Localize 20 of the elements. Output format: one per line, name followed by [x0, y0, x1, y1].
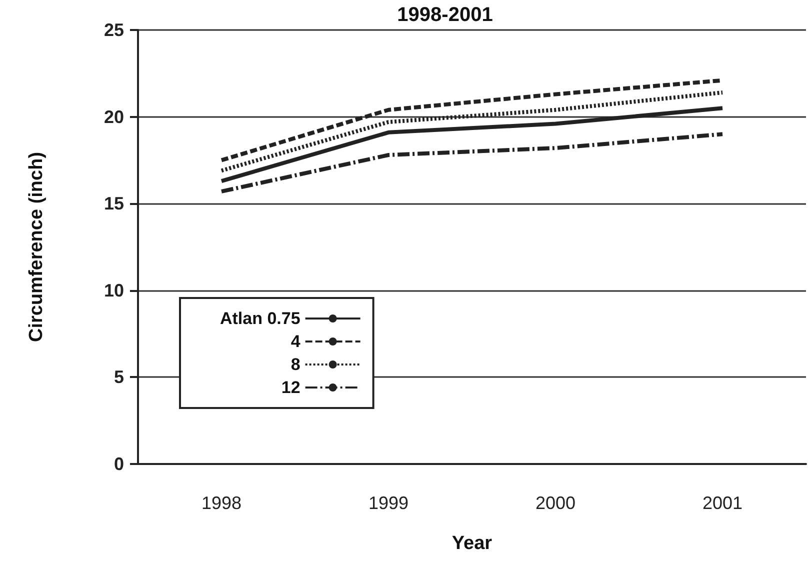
line-series — [220, 132, 724, 194]
chart-title: 1998-2001 — [397, 4, 493, 26]
line-series — [220, 106, 724, 184]
legend-label: 8 — [290, 355, 300, 374]
y-tick-label: 20 — [104, 106, 124, 127]
legend-label: Atlan 0.75 — [220, 309, 300, 328]
x-tick-label: 2000 — [535, 493, 576, 513]
legend-label: 4 — [290, 332, 301, 351]
y-tick-label: 0 — [114, 454, 124, 474]
legend-label: 12 — [281, 378, 300, 397]
y-tick-label: 25 — [104, 20, 124, 40]
y-tick-label: 5 — [114, 367, 124, 388]
x-tick-label: 1999 — [368, 493, 409, 513]
y-axis-title: Circumference (inch) — [26, 152, 47, 342]
y-tick-label: 10 — [104, 280, 124, 300]
x-axis-title: Year — [452, 533, 493, 554]
x-tick-label: 2001 — [702, 493, 743, 513]
y-tick-label: 15 — [104, 194, 124, 214]
x-tick-label: 1998 — [201, 493, 242, 513]
line-series — [220, 90, 724, 173]
